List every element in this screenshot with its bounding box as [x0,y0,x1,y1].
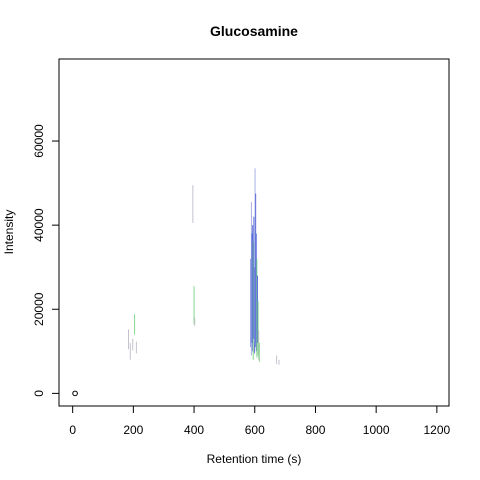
x-tick-label: 600 [245,423,265,437]
y-axis-label: Intensity [2,210,16,255]
x-tick-label: 1000 [363,423,390,437]
x-tick-label: 0 [69,423,76,437]
plot-marks [72,168,280,397]
data-point [72,390,78,397]
x-tick-label: 400 [184,423,204,437]
x-tick-label: 200 [123,423,143,437]
y-tick-label: 60000 [32,124,46,158]
y-tick-label: 20000 [32,292,46,326]
y-tick-label: 40000 [32,208,46,242]
chart-title: Glucosamine [210,23,298,39]
x-tick-label: 1200 [424,423,451,437]
y-tick-label: 0 [32,390,46,397]
x-tick-label: 800 [305,423,325,437]
x-axis: 0 200 400 600 800 1000 1200 [69,405,451,437]
y-axis: 0 20000 40000 60000 [32,124,60,397]
x-axis-label: Retention time (s) [207,452,302,466]
